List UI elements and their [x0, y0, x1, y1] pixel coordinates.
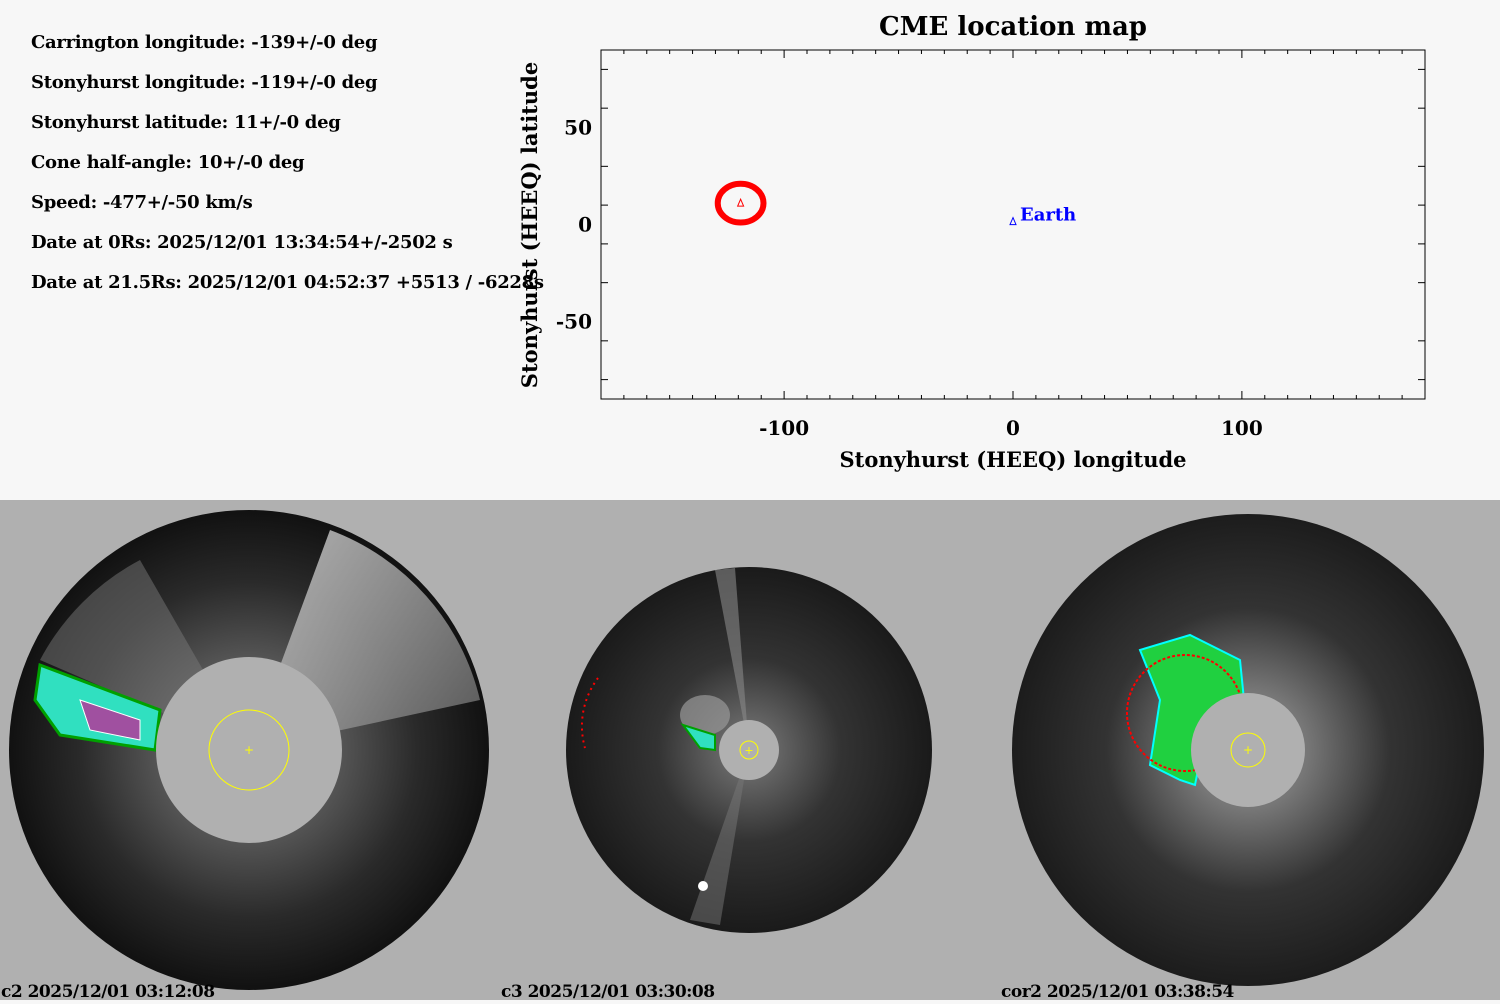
- c3-image: +: [566, 567, 932, 933]
- sun-outline: [1230, 732, 1266, 768]
- cme-location-map: CME location map -100 0 100 50 0 -50 Stonyhu…: [517, 12, 1426, 472]
- x-tick-label: 100: [1221, 416, 1263, 440]
- map-points: Earth: [714, 180, 1076, 226]
- chart-title: CME location map: [879, 12, 1147, 42]
- cor2-image: +: [1012, 514, 1484, 986]
- x-tick-label: -100: [759, 416, 809, 440]
- sun-center-marker: +: [244, 743, 254, 757]
- date-at-21-5rs: Date at 21.5Rs: 2025/12/01 04:52:37 +551…: [31, 272, 544, 293]
- c2-image: +: [9, 510, 489, 990]
- cme-fit-arc: [580, 677, 599, 749]
- coronagraph-panel: + + + c2 2025/12/01 03:12:08 c3 2025/12/…: [0, 500, 1500, 1002]
- occulter: [719, 720, 779, 780]
- c3-label: c3 2025/12/01 03:30:08: [501, 982, 715, 1002]
- date-at-0rs: Date at 0Rs: 2025/12/01 13:34:54+/-2502 …: [31, 232, 453, 253]
- stonyhurst-longitude: Stonyhurst longitude: -119+/-0 deg: [31, 72, 378, 93]
- cone-half-angle: Cone half-angle: 10+/-0 deg: [31, 152, 305, 173]
- c2-label: c2 2025/12/01 03:12:08: [1, 982, 215, 1002]
- sun-center-marker: +: [744, 744, 753, 757]
- sun-center-marker: +: [1243, 743, 1253, 757]
- y-tick-label: 50: [564, 116, 592, 140]
- y-tick-label: -50: [556, 309, 592, 333]
- sun-outline: [208, 709, 290, 791]
- coronagraph-images: + + +: [9, 510, 1484, 990]
- occulter: [156, 657, 342, 843]
- x-tick-label: 0: [1006, 416, 1020, 440]
- occulter: [1191, 693, 1305, 807]
- cme-marker: [736, 197, 745, 207]
- cme-cone-outline: [714, 180, 767, 226]
- axis-ticks: [601, 50, 1425, 399]
- x-tick-labels: -100 0 100: [759, 416, 1263, 440]
- speed: Speed: -477+/-50 km/s: [31, 192, 253, 213]
- y-axis-label: Stonyhurst (HEEQ) latitude: [517, 62, 542, 388]
- carrington-longitude: Carrington longitude: -139+/-0 deg: [31, 32, 378, 53]
- stonyhurst-latitude: Stonyhurst latitude: 11+/-0 deg: [31, 112, 341, 133]
- x-axis-label: Stonyhurst (HEEQ) longitude: [839, 447, 1186, 472]
- cme-parameters: Carrington longitude: -139+/-0 deg Stony…: [31, 31, 544, 311]
- sun-outline: [739, 740, 759, 760]
- earth-marker: [1009, 216, 1017, 226]
- cor2-label: cor2 2025/12/01 03:38:54: [1001, 982, 1234, 1002]
- y-tick-label: 0: [578, 213, 592, 237]
- cme-contour: [680, 723, 716, 752]
- y-tick-labels: 50 0 -50: [556, 116, 592, 334]
- earth-label: Earth: [1020, 205, 1076, 226]
